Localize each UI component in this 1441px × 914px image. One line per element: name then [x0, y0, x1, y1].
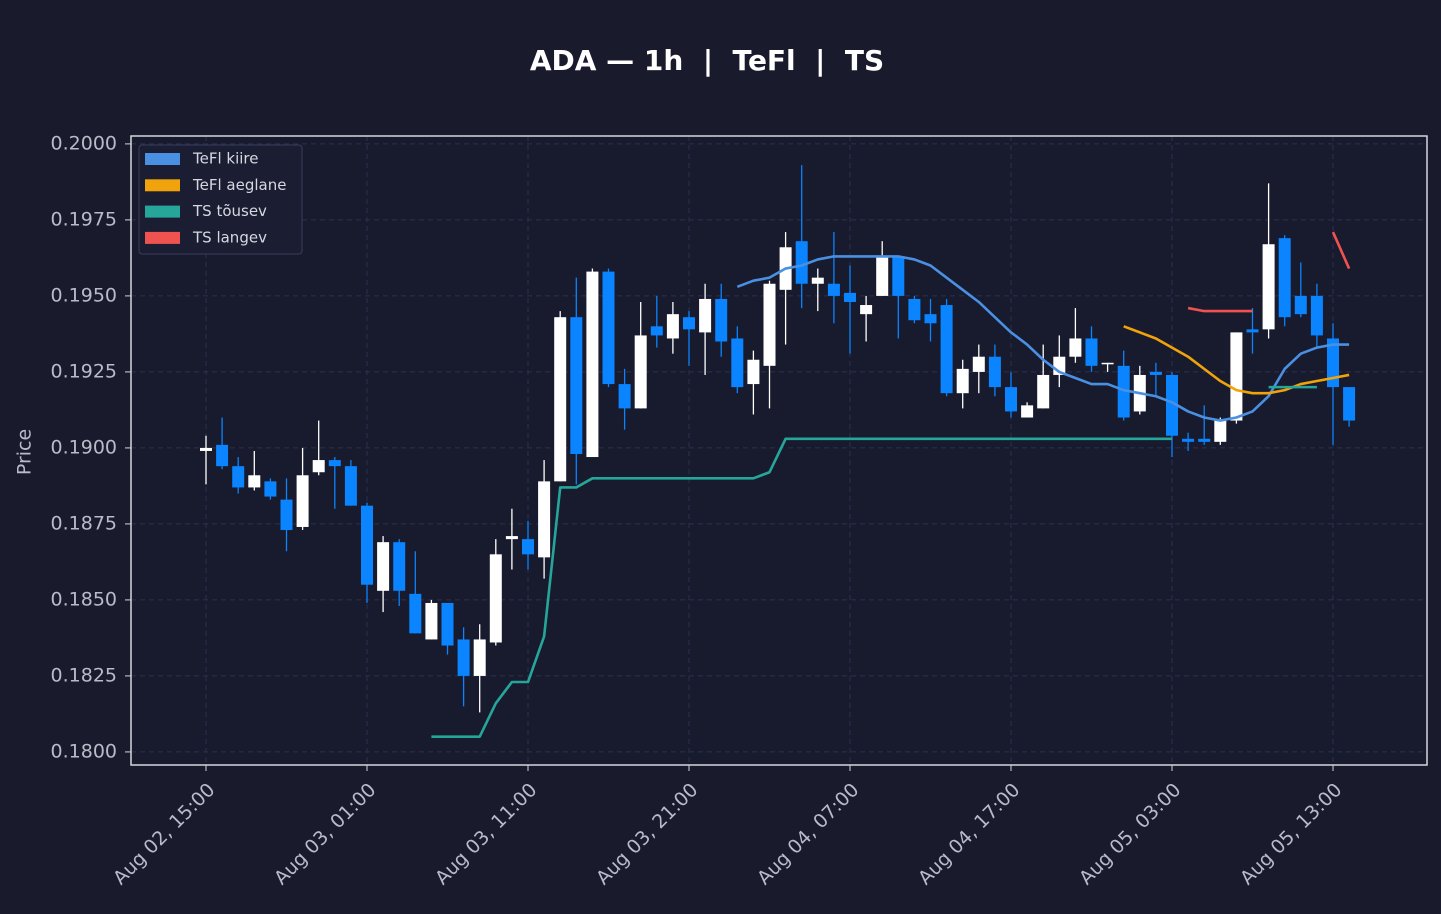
- candle-body: [409, 593, 422, 634]
- candle-body: [892, 256, 905, 296]
- candle-body: [811, 277, 824, 284]
- candle-body: [1182, 438, 1195, 442]
- candle-body: [1005, 387, 1017, 412]
- legend-entries: TeFl kiire TeFl aeglane TS tõusev TS langev: [145, 150, 286, 246]
- candle-body: [1278, 238, 1291, 318]
- candle-body: [1037, 374, 1050, 409]
- chart-title: ADA — 1h | TeFl | TS: [530, 44, 884, 77]
- candle-body: [1294, 295, 1307, 315]
- candle-body: [602, 271, 615, 385]
- candle-body: [457, 639, 470, 676]
- candle-body: [747, 359, 760, 385]
- candle-body: [1085, 338, 1098, 366]
- y-tick-label: 0.1925: [51, 360, 117, 382]
- candle-body: [328, 460, 341, 467]
- legend-swatch: [145, 205, 180, 218]
- candle-body: [1021, 405, 1034, 418]
- candle-body: [538, 481, 551, 558]
- candle-body: [650, 326, 663, 336]
- candle-body: [489, 554, 502, 643]
- candle-body: [1101, 362, 1114, 365]
- legend-label: TeFl aeglane: [192, 176, 286, 194]
- candle-body: [393, 542, 406, 591]
- candle-body: [972, 356, 985, 372]
- legend-label: TS langev: [192, 228, 267, 246]
- candle-body: [634, 335, 647, 409]
- candle-body: [554, 317, 567, 482]
- candle-body: [473, 639, 486, 676]
- indicator-line: [736, 255, 1350, 422]
- legend-label: TS tõusev: [192, 202, 267, 220]
- marks: [200, 165, 1356, 739]
- candle-body: [876, 256, 889, 296]
- candle-body: [1198, 438, 1211, 442]
- candle-body: [795, 241, 808, 284]
- candle-body: [1214, 420, 1227, 442]
- candle-body: [699, 298, 712, 333]
- candle-body: [1117, 365, 1130, 418]
- candle-body: [1149, 371, 1162, 375]
- y-tick-label: 0.1800: [51, 740, 117, 762]
- y-tick-label: 0.1950: [51, 284, 117, 306]
- candle-body: [763, 283, 776, 366]
- candle-body: [940, 305, 953, 394]
- candle-body: [860, 305, 873, 315]
- indicator-line: [431, 385, 1317, 739]
- legend: [138, 144, 303, 255]
- candle-body: [441, 602, 454, 646]
- candle-body: [908, 298, 921, 321]
- y-tick-label: 0.1900: [51, 436, 117, 458]
- candle-body: [280, 499, 293, 530]
- candle-body: [264, 481, 277, 497]
- candle-body: [377, 542, 390, 591]
- indicator-line: [1187, 231, 1351, 313]
- candle-body: [844, 292, 856, 302]
- candle-body: [1069, 338, 1082, 357]
- candle-body: [618, 384, 631, 409]
- candle-body: [248, 475, 261, 488]
- candle-body: [1262, 244, 1275, 330]
- candle-body: [296, 475, 309, 527]
- legend-label: TeFl kiire: [192, 150, 259, 168]
- candle-body: [522, 539, 534, 555]
- candle-body: [666, 314, 679, 339]
- candle-body: [988, 356, 1001, 388]
- candle-body: [312, 460, 325, 473]
- legend-swatch: [145, 153, 180, 165]
- candle-body: [586, 271, 599, 458]
- legend-swatch: [145, 231, 180, 244]
- candle-body: [1166, 374, 1178, 436]
- candle-body: [715, 298, 728, 342]
- candle-body: [1246, 329, 1259, 333]
- candle-body: [1310, 295, 1323, 336]
- y-tick-label: 0.1875: [51, 512, 117, 534]
- legend-swatch: [145, 179, 180, 192]
- y-tick-label: 0.1975: [51, 208, 117, 230]
- candle-body: [570, 317, 583, 454]
- y-tick-label: 0.2000: [51, 132, 117, 154]
- candle-body: [425, 602, 438, 640]
- plot-frame: [130, 135, 1428, 766]
- candle-body: [1343, 387, 1356, 421]
- y-axis-label: Price: [14, 429, 36, 475]
- y-tick-label: 0.1850: [51, 588, 117, 610]
- candle-body: [1230, 332, 1243, 421]
- candle-body: [361, 505, 373, 585]
- candle-body: [731, 338, 744, 388]
- candle-body: [505, 536, 518, 540]
- candle-body: [683, 317, 695, 330]
- candle-body: [1327, 338, 1339, 388]
- indicator-line: [1123, 325, 1350, 395]
- grid: [131, 136, 1427, 765]
- candle-body: [956, 368, 969, 394]
- candle-body: [924, 314, 937, 324]
- candle-body: [232, 466, 245, 488]
- candle-body: [344, 466, 357, 506]
- y-tick-label: 0.1825: [51, 664, 117, 686]
- candle-body: [200, 447, 212, 451]
- candle-body: [827, 283, 840, 296]
- candle-body: [216, 444, 229, 467]
